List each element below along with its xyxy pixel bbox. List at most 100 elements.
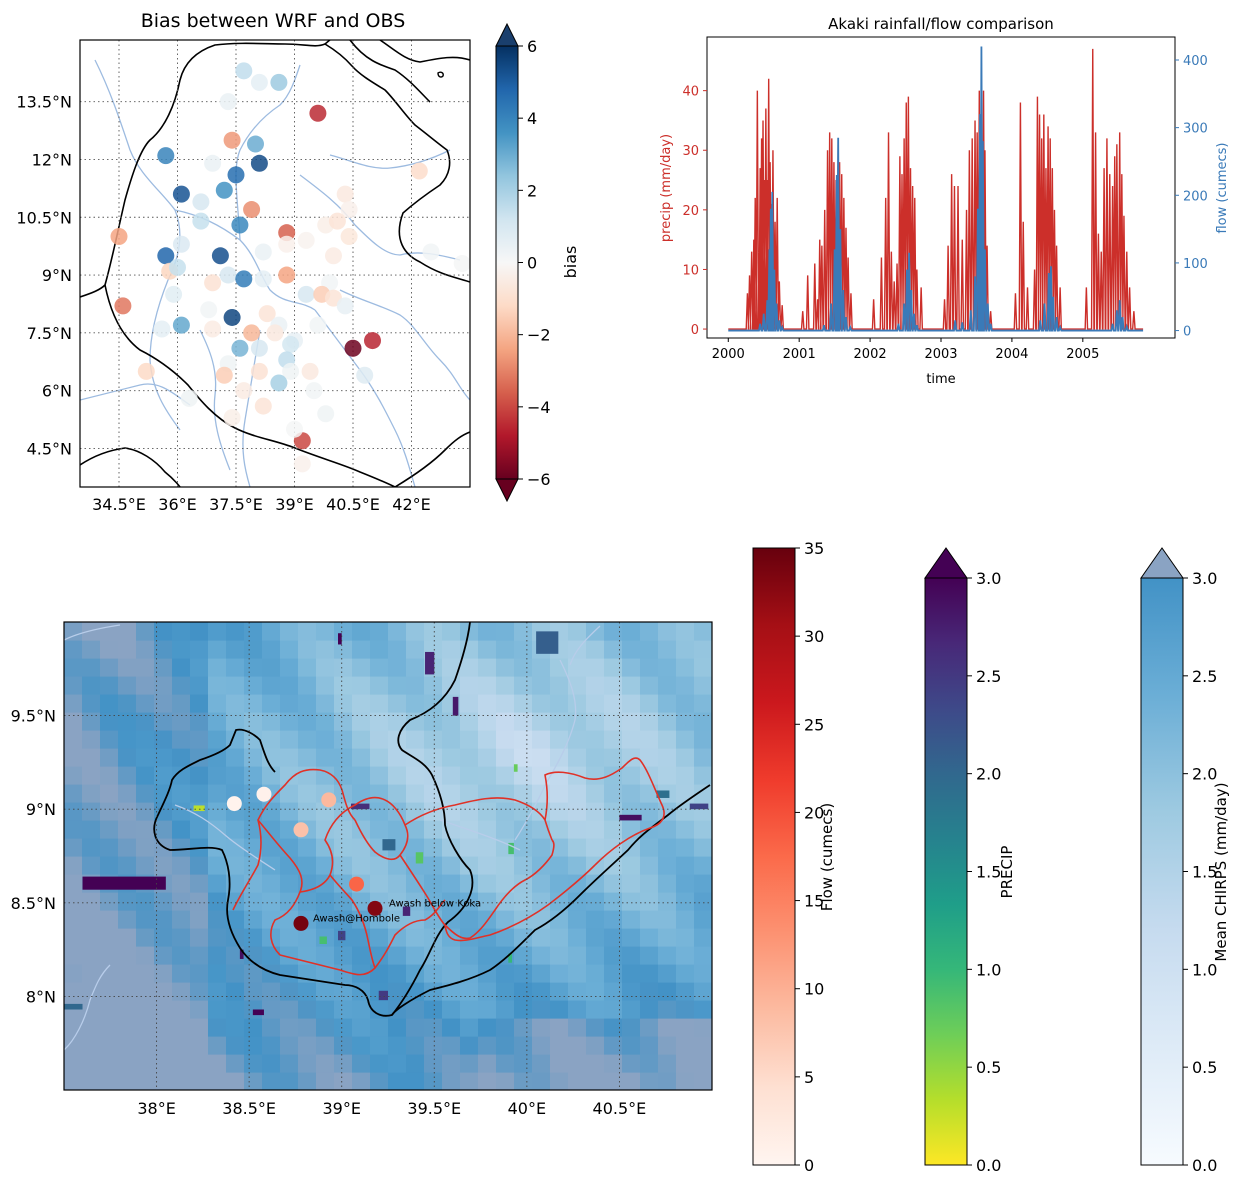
chirps-cell	[460, 928, 479, 947]
chirps-cell	[568, 802, 587, 821]
chirps-cell	[496, 928, 515, 947]
chirps-cell	[190, 820, 209, 839]
chirps-cell	[352, 730, 371, 749]
chirps-cell	[154, 946, 173, 965]
akaki-y2-tick-label: 400	[1183, 54, 1208, 69]
chirps-cell	[550, 766, 569, 785]
chirps-cell	[136, 820, 155, 839]
chirps-cell	[550, 784, 569, 803]
chirps-cell	[334, 892, 353, 911]
chirps-cell	[334, 874, 353, 893]
chirps-cell	[100, 802, 119, 821]
chirps-cell	[586, 712, 605, 731]
bias-station-point	[336, 185, 354, 203]
chirps-cell	[64, 874, 83, 893]
chirps-cell	[352, 946, 371, 965]
chirps-cell	[478, 946, 497, 965]
chirps-cell	[316, 982, 335, 1001]
chirps-cell	[694, 964, 712, 983]
chirps-cell	[406, 784, 425, 803]
chirps-cell	[226, 1018, 245, 1037]
chirps-cell	[244, 892, 263, 911]
chirps-cell	[370, 694, 389, 713]
chirps-cell	[568, 964, 587, 983]
bias-map-y-ticks: 13.5°N 12°N 10.5°N 9°N 7.5°N 6°N 4.5°N	[16, 93, 72, 459]
chirps-cell	[604, 1054, 623, 1073]
chirps-cell	[442, 730, 461, 749]
chirps-cell	[532, 730, 551, 749]
chirps-cell	[100, 1072, 119, 1090]
chirps-cell	[622, 748, 641, 767]
bias-station-point	[278, 235, 296, 253]
chirps-cell	[262, 676, 281, 695]
chirps-cell	[208, 856, 227, 875]
chirps-cell	[676, 712, 695, 731]
chirps-cell	[172, 622, 191, 641]
chirps-cell	[370, 766, 389, 785]
akaki-x-ticks: 2000 2001 2002 2003 2004 2005	[712, 338, 1099, 362]
chirps-cell	[676, 820, 695, 839]
chirps-cell	[190, 856, 209, 875]
chirps-cell	[460, 856, 479, 875]
chirps-cell	[118, 658, 137, 677]
chirps-cell	[136, 676, 155, 695]
chirps-cell	[460, 1036, 479, 1055]
chirps-cell	[352, 820, 371, 839]
chirps-cell	[280, 676, 299, 695]
chirps-cell	[514, 892, 533, 911]
chirps-cell	[262, 622, 281, 641]
chirps-cell	[514, 748, 533, 767]
chirps-cell	[370, 1000, 389, 1019]
chirps-cell	[64, 838, 83, 857]
chirps-cell	[262, 910, 281, 929]
bias-station-point	[153, 320, 171, 338]
chirps-cell	[352, 784, 371, 803]
bias-colorbar-tick-label: 6	[527, 37, 537, 56]
chirps-cell	[586, 1036, 605, 1055]
chirps-cell	[280, 856, 299, 875]
chirps-cell	[208, 910, 227, 929]
chirps-cell	[154, 820, 173, 839]
akaki-y-tick-label: 40	[682, 85, 699, 100]
chirps-cell	[136, 766, 155, 785]
chirps-cell	[208, 1036, 227, 1055]
chirps-cell	[550, 838, 569, 857]
chirps-cell	[622, 1036, 641, 1055]
chirps-cell	[226, 1000, 245, 1019]
chirps-cell	[604, 748, 623, 767]
chirps-cell	[550, 874, 569, 893]
chirps-cell	[172, 712, 191, 731]
chirps-cell	[352, 1000, 371, 1019]
chirps-cell	[586, 982, 605, 1001]
colorbar-tick-label: 30	[804, 627, 824, 646]
chirps-cell	[460, 874, 479, 893]
chirps-cell	[532, 712, 551, 731]
chirps-cell	[694, 856, 712, 875]
bias-station-point	[172, 185, 190, 203]
chirps-cell	[604, 802, 623, 821]
flow-colorbar: 0 5 10 15 20 25 30 35 Flow (cumecs)	[752, 539, 836, 1175]
bias-station-point	[172, 235, 190, 253]
chirps-cell	[100, 982, 119, 1001]
chirps-cell	[208, 712, 227, 731]
chirps-cell	[352, 658, 371, 677]
chirps-cell	[82, 730, 101, 749]
precip-cell	[415, 852, 424, 864]
chirps-cell	[406, 838, 425, 857]
chirps-cell	[586, 964, 605, 983]
chirps-cell	[550, 892, 569, 911]
chirps-cell	[298, 928, 317, 947]
chirps-cell	[136, 784, 155, 803]
chirps-cell	[316, 1000, 335, 1019]
bias-station-point	[165, 285, 183, 303]
awash-x-tick-label: 40°E	[508, 1099, 546, 1118]
chirps-cell	[604, 874, 623, 893]
chirps-cell	[82, 964, 101, 983]
chirps-cell	[316, 748, 335, 767]
chirps-cell	[298, 748, 317, 767]
chirps-cell	[496, 748, 515, 767]
chirps-cell	[640, 1036, 659, 1055]
chirps-cell	[208, 622, 227, 641]
precip-cell	[64, 1003, 83, 1010]
bias-station-point	[422, 243, 440, 261]
